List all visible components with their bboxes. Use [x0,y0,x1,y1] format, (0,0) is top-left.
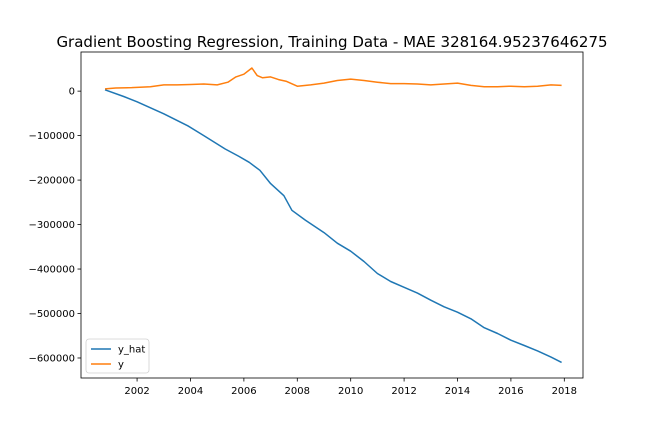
x-tick-label: 2010 [338,386,363,397]
plot-area [80,51,584,379]
legend-label-y-hat: y_hat [118,345,145,356]
y-tick-label: −400000 [28,265,75,276]
x-axis: 2002 2004 2006 2008 2010 2012 2014 2016 2018 [124,378,577,397]
y-tick-label: −300000 [28,220,75,231]
x-tick-label: 2018 [552,386,577,397]
y-axis: 0 −100000 −200000 −300000 −400000 −500000 −600… [28,87,81,364]
y-tick-label: −600000 [28,353,75,364]
legend: y_hat y [85,338,150,374]
chart-title: Gradient Boosting Regression, Training D… [56,33,607,51]
x-tick-label: 2002 [124,386,149,397]
x-tick-label: 2012 [391,386,416,397]
y-tick-label: 0 [69,87,75,98]
x-tick-label: 2006 [231,386,256,397]
x-tick-label: 2016 [498,386,523,397]
x-tick-label: 2004 [178,386,203,397]
y-tick-label: −200000 [28,176,75,187]
legend-label-y: y [118,360,124,371]
y-tick-label: −100000 [28,131,75,142]
series-line-y-hat [104,89,562,364]
x-tick-label: 2014 [445,386,470,397]
series-layer [104,67,562,364]
x-tick-label: 2008 [285,386,310,397]
series-line-y [104,67,562,90]
y-tick-label: −500000 [28,309,75,320]
